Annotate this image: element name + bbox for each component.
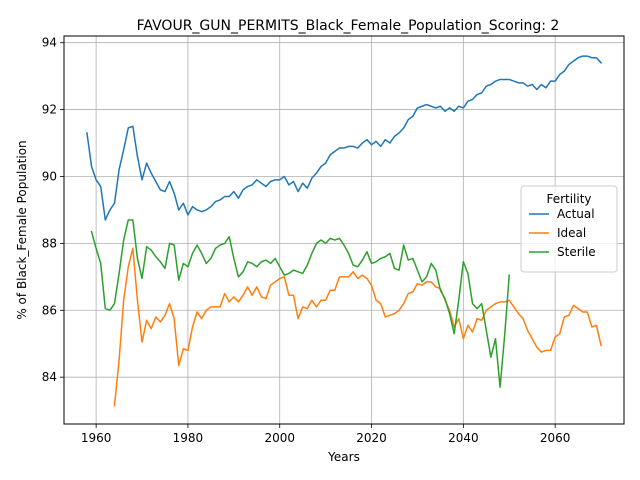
x-tick-label: 2020 (356, 431, 387, 445)
y-tick-label: 94 (42, 36, 57, 50)
x-tick-label: 2040 (448, 431, 479, 445)
chart-title: FAVOUR_GUN_PERMITS_Black_Female_Populati… (137, 18, 560, 34)
legend-box (520, 185, 618, 273)
plot-frame (63, 35, 625, 425)
x-tick-label: 2060 (540, 431, 571, 445)
x-tick-label: 1980 (173, 431, 204, 445)
legend-entry-ideal: Ideal (557, 226, 586, 240)
y-axis-label: % of Black_Female Population (15, 140, 29, 319)
legend-entry-sterile: Sterile (557, 245, 596, 259)
y-tick-label: 86 (42, 303, 57, 317)
legend-title: Fertility (546, 192, 591, 206)
x-tick-label: 1960 (81, 431, 112, 445)
x-tick-label: 2000 (264, 431, 295, 445)
series-line-ideal (113, 247, 602, 407)
y-tick-label: 90 (42, 169, 57, 183)
series-lines (86, 55, 603, 407)
x-axis-label: Years (327, 450, 360, 464)
legend: Fertility Actual Ideal Sterile (520, 185, 618, 273)
x-axis-ticks: 1960 1980 2000 2020 2040 2060 (81, 424, 571, 445)
grid (64, 36, 624, 424)
legend-entry-actual: Actual (557, 207, 595, 221)
series-line-sterile (90, 219, 511, 388)
y-tick-label: 92 (42, 103, 57, 117)
y-axis-ticks: 84 86 88 90 92 94 (42, 36, 64, 384)
series-line-actual (86, 55, 603, 221)
y-tick-label: 84 (42, 370, 57, 384)
y-tick-label: 88 (42, 236, 57, 250)
